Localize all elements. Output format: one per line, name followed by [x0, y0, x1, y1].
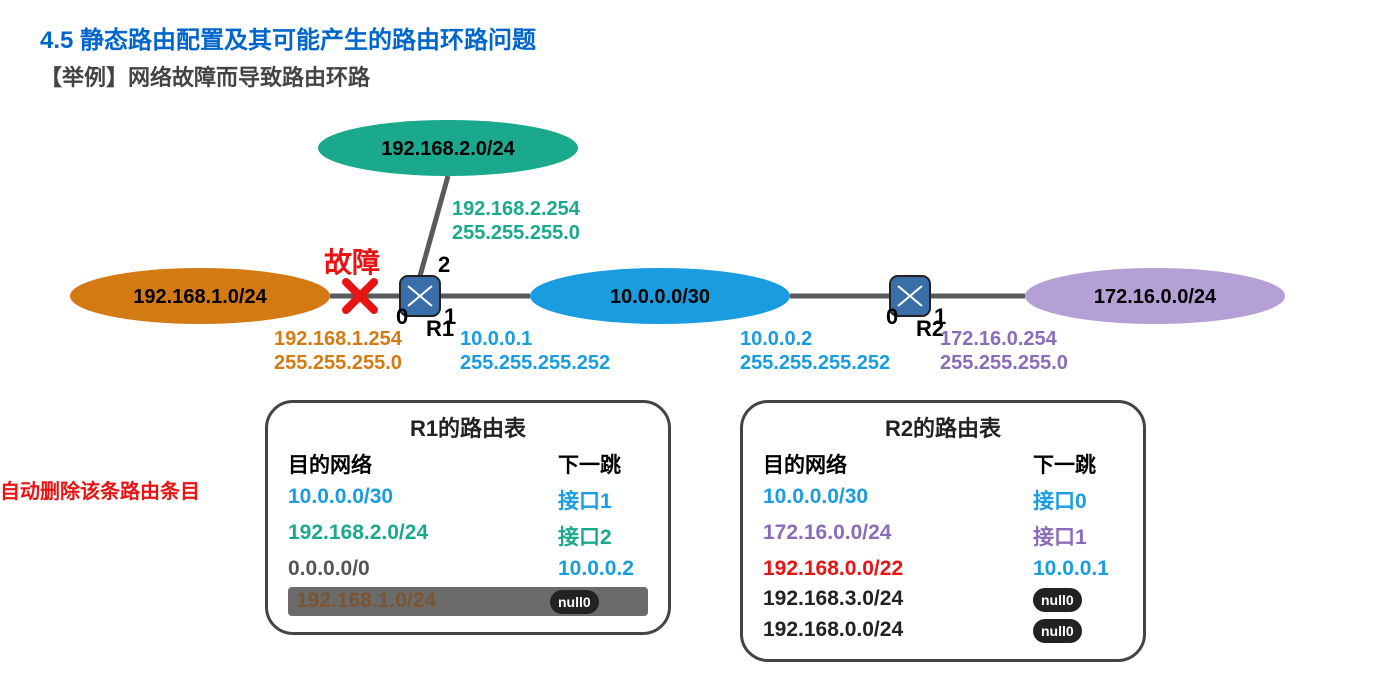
rt2-title: R2的路由表: [763, 411, 1123, 443]
routing-table-r2: R2的路由表 目的网络 下一跳 10.0.0.0/30 接口0 172.16.0.0…: [740, 400, 1146, 662]
rt1-header-next: 下一跳: [558, 449, 648, 479]
net-label-net2: 192.168.2.0/24: [381, 138, 515, 160]
rt1-dest: 192.168.2.0/24: [288, 521, 478, 551]
rt2-dest: 192.168.0.0/24: [763, 618, 953, 643]
rt1-next: 接口2: [558, 521, 648, 551]
rt2-row: 10.0.0.0/30 接口0: [763, 485, 1123, 515]
rt2-row: 172.16.0.0/24 接口1: [763, 521, 1123, 551]
rt1-row: 192.168.2.0/24 接口2: [288, 521, 648, 551]
rt2-next: 接口1: [1033, 521, 1123, 551]
iface-ip-r2_left: 10.0.0.2: [740, 328, 812, 350]
rt2-row: 192.168.0.0/22 10.0.0.1: [763, 557, 1123, 581]
iface-num-r2_1: 1: [934, 304, 946, 329]
rt1-dest: 192.168.1.0/24: [296, 589, 486, 614]
network-diagram: 192.168.1.0/24192.168.2.0/2410.0.0.0/301…: [0, 0, 1375, 685]
rt1-row: 192.168.1.0/24 null0: [288, 587, 648, 616]
rt2-header-next: 下一跳: [1033, 449, 1123, 479]
iface-mask-r1_left: 255.255.255.0: [274, 352, 402, 374]
iface-num-r1_0: 0: [396, 304, 408, 329]
null0-badge: null0: [1033, 619, 1082, 643]
net-label-net3: 10.0.0.0/30: [610, 286, 710, 308]
rt1-next: 接口1: [558, 485, 648, 515]
rt1-row: 10.0.0.0/30 接口1: [288, 485, 648, 515]
rt1-title: R1的路由表: [288, 411, 648, 443]
iface-mask-r1_up: 255.255.255.0: [452, 222, 580, 244]
side-note-auto-delete: 自动删除该条路由条目: [0, 475, 200, 504]
rt1-header: 目的网络 下一跳: [288, 449, 648, 479]
rt1-next: 10.0.0.2: [558, 557, 648, 581]
iface-mask-r1_right: 255.255.255.252: [460, 352, 610, 374]
rt2-row: 192.168.3.0/24 null0: [763, 587, 1123, 612]
routing-table-r1: R1的路由表 目的网络 下一跳 10.0.0.0/30 接口1 192.168.2.…: [265, 400, 671, 635]
rt1-dest: 0.0.0.0/0: [288, 557, 478, 581]
rt2-header: 目的网络 下一跳: [763, 449, 1123, 479]
rt2-dest: 192.168.0.0/22: [763, 557, 953, 581]
rt2-dest: 10.0.0.0/30: [763, 485, 953, 515]
iface-num-r1_2: 2: [438, 252, 450, 277]
rt2-next: 接口0: [1033, 485, 1123, 515]
iface-num-r2_0: 0: [886, 304, 898, 329]
rt2-header-dest: 目的网络: [763, 449, 953, 479]
rt1-dest: 10.0.0.0/30: [288, 485, 478, 515]
net-label-net1: 192.168.1.0/24: [133, 286, 267, 308]
iface-num-r1_1: 1: [444, 304, 456, 329]
fault-label: 故障: [324, 246, 380, 278]
rt2-row: 192.168.0.0/24 null0: [763, 618, 1123, 643]
null0-badge: null0: [1033, 588, 1082, 612]
iface-ip-r1_right: 10.0.0.1: [460, 328, 532, 350]
rt2-next: 10.0.0.1: [1033, 557, 1123, 581]
iface-ip-r2_right: 172.16.0.254: [940, 328, 1058, 350]
rt2-next: null0: [1033, 618, 1123, 643]
iface-mask-r2_left: 255.255.255.252: [740, 352, 890, 374]
null0-badge: null0: [550, 590, 599, 614]
rt2-next: null0: [1033, 587, 1123, 612]
net-label-net4: 172.16.0.0/24: [1094, 286, 1217, 308]
rt1-header-dest: 目的网络: [288, 449, 478, 479]
rt2-dest: 192.168.3.0/24: [763, 587, 953, 612]
rt1-next: null0: [550, 589, 640, 614]
rt2-dest: 172.16.0.0/24: [763, 521, 953, 551]
iface-ip-r1_up: 192.168.2.254: [452, 198, 581, 220]
iface-ip-r1_left: 192.168.1.254: [274, 328, 403, 350]
iface-mask-r2_right: 255.255.255.0: [940, 352, 1068, 374]
rt1-row: 0.0.0.0/0 10.0.0.2: [288, 557, 648, 581]
